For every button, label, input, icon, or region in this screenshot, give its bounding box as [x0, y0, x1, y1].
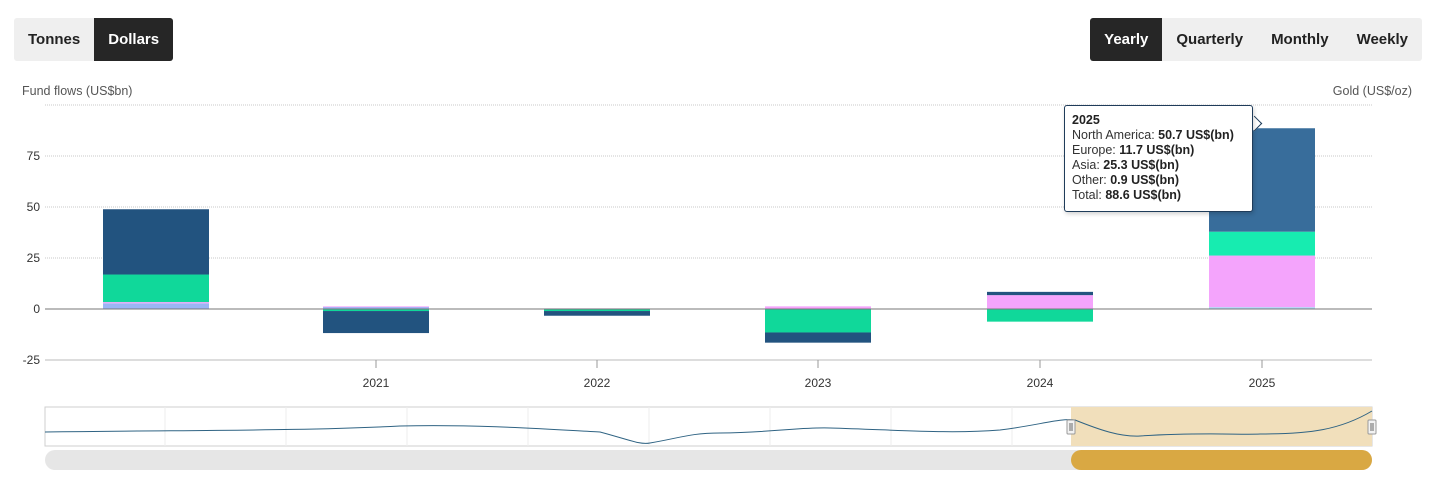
bar-north-america-2020[interactable] — [103, 209, 209, 275]
bar-asia-2025[interactable] — [1209, 255, 1315, 308]
range-navigator[interactable] — [44, 406, 1377, 470]
yearly-button[interactable]: Yearly — [1090, 18, 1163, 61]
scrollbar-track[interactable] — [45, 450, 1372, 470]
bar-north-america-2024[interactable] — [987, 291, 1093, 296]
dollars-button[interactable]: Dollars — [94, 18, 174, 61]
tooltip-row-total: Total: 88.6 US$(bn) — [1072, 188, 1182, 202]
tooltip-row-north-america: North America: 50.7 US$(bn) — [1072, 128, 1234, 142]
bar-other-2025[interactable] — [1209, 307, 1315, 309]
bar-other-2021[interactable] — [323, 306, 429, 309]
bar-europe-2022[interactable] — [544, 309, 650, 312]
x-tick-label: 2022 — [584, 376, 611, 390]
bar-north-america-2023[interactable] — [765, 332, 871, 343]
y-tick-label: 75 — [27, 149, 41, 163]
unit-toggle: Tonnes Dollars — [14, 18, 174, 61]
bar-asia-2023[interactable] — [765, 306, 871, 309]
bar-north-america-2022[interactable] — [544, 311, 650, 316]
navigator-series-line — [44, 410, 1373, 444]
bar-other-2020[interactable] — [103, 303, 209, 309]
y-axis-title: Fund flows (US$bn) — [22, 84, 132, 98]
bar-north-america-2021[interactable] — [323, 311, 429, 334]
x-tick-label: 2024 — [1027, 376, 1054, 390]
x-tick-label: 2025 — [1249, 376, 1276, 390]
tooltip-row-europe: Europe: 11.7 US$(bn) — [1072, 143, 1195, 157]
tooltip-row-asia: Asia: 25.3 US$(bn) — [1072, 158, 1179, 172]
monthly-button[interactable]: Monthly — [1271, 31, 1329, 48]
bar-europe-2025[interactable] — [1209, 231, 1315, 256]
navigator-selection[interactable] — [1071, 407, 1372, 446]
bar-europe-2021[interactable] — [323, 309, 429, 312]
bar-europe-2020[interactable] — [103, 274, 209, 303]
bar-europe-2024[interactable] — [987, 309, 1093, 322]
x-tick-label: 2023 — [805, 376, 832, 390]
y-tick-label: 0 — [33, 302, 40, 316]
tooltip-title: 2025 — [1072, 113, 1100, 127]
y-tick-label: 50 — [27, 200, 41, 214]
tonnes-button[interactable]: Tonnes — [28, 31, 81, 48]
y2-axis-title: Gold (US$/oz) — [1333, 84, 1412, 98]
period-toggle: Yearly Quarterly Monthly Weekly — [1090, 18, 1422, 61]
bar-asia-2024[interactable] — [987, 295, 1093, 309]
bar-asia-2020[interactable] — [103, 302, 209, 304]
x-tick-label: 2021 — [363, 376, 390, 390]
tooltip-row-other: Other: 0.9 US$(bn) — [1072, 173, 1179, 187]
navigator-right-handle[interactable] — [1367, 419, 1377, 435]
bar-tooltip: 2025 North America: 50.7 US$(bn) Europe:… — [1064, 105, 1253, 212]
y-tick-label: -25 — [23, 353, 41, 367]
bar-asia-2021[interactable] — [323, 306, 429, 308]
navigator-left-handle[interactable] — [1066, 419, 1076, 435]
quarterly-button[interactable]: Quarterly — [1176, 31, 1244, 48]
weekly-button[interactable]: Weekly — [1356, 31, 1408, 48]
y-tick-label: 25 — [27, 251, 41, 265]
scrollbar-thumb[interactable] — [1071, 450, 1372, 470]
bar-europe-2023[interactable] — [765, 309, 871, 333]
